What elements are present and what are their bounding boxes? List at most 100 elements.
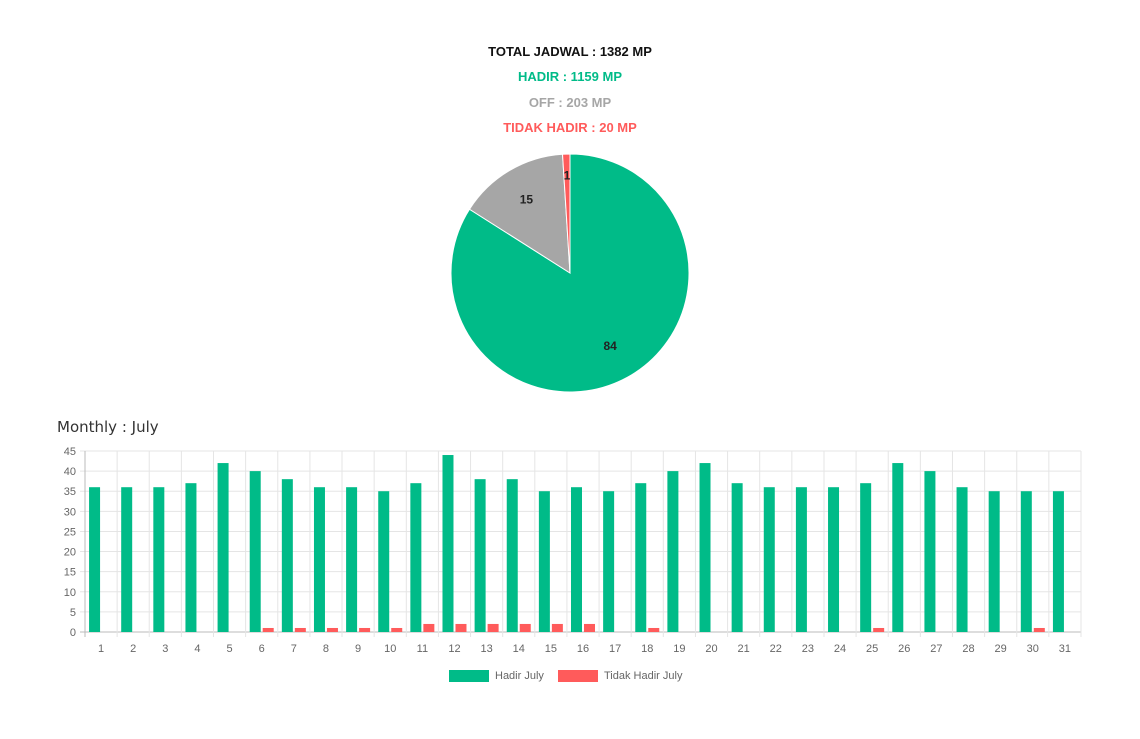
x-tick-label: 24 [834,643,846,655]
x-tick-label: 19 [673,643,685,655]
attendance-pie-chart: 84 15 1 [450,153,690,393]
bar-hadir[interactable] [795,487,807,632]
x-tick-label: 12 [448,643,460,655]
x-tick-label: 14 [513,643,525,655]
bar-hadir[interactable] [860,483,872,632]
bar-hadir[interactable] [538,491,550,632]
x-tick-label: 20 [705,643,717,655]
tidak-hadir-total-label: TIDAK HADIR : 20 MP [503,120,637,135]
pie-slice-tidak-hadir[interactable] [561,153,571,274]
x-tick-label: 18 [641,643,653,655]
bar-hadir[interactable] [956,487,968,632]
hadir-total-label: HADIR : 1159 MP [517,69,623,84]
x-tick-label: 30 [1027,643,1039,655]
x-tick-label: 5 [227,643,233,655]
x-tick-label: 8 [323,643,329,655]
y-tick-label: 15 [64,567,76,579]
bar-tidak-hadir[interactable] [1033,627,1045,632]
x-tick-label: 28 [962,643,974,655]
x-tick-label: 25 [866,643,878,655]
bar-hadir[interactable] [249,471,261,632]
x-tick-label: 13 [480,643,492,655]
bar-hadir[interactable] [988,491,1000,632]
off-total-label: OFF : 203 MP [528,95,612,110]
bar-hadir[interactable] [699,463,711,632]
bar-hadir[interactable] [313,487,325,632]
x-tick-label: 1 [98,643,104,655]
bar-hadir[interactable] [635,483,647,632]
x-tick-label: 9 [355,643,361,655]
bar-hadir[interactable] [924,471,936,632]
x-tick-label: 11 [417,643,428,655]
bar-hadir[interactable] [1052,491,1064,632]
legend-label-hadir: Hadir July [495,670,544,682]
x-tick-label: 21 [738,643,750,655]
bar-hadir[interactable] [1020,491,1032,632]
pie-slice-off[interactable] [468,153,571,274]
bar-tidak-hadir[interactable] [326,627,338,632]
x-tick-label: 4 [194,643,200,655]
bar-hadir[interactable] [281,479,293,632]
x-tick-label: 17 [609,643,621,655]
total-jadwal-label: TOTAL JADWAL : 1382 MP [488,44,652,59]
x-tick-label: 29 [995,643,1007,655]
bar-hadir[interactable] [378,491,390,632]
bar-hadir[interactable] [506,479,518,632]
bar-tidak-hadir[interactable] [551,623,563,632]
pie-slice-hadir-label: 84 [603,339,617,353]
legend-swatch-tidak-hadir [558,670,598,682]
y-tick-label: 25 [64,526,76,538]
y-tick-label: 0 [70,627,76,639]
x-tick-label: 31 [1059,643,1071,655]
x-tick-label: 15 [545,643,557,655]
bar-hadir[interactable] [410,483,422,632]
bar-hadir[interactable] [892,463,904,632]
x-tick-label: 26 [898,643,910,655]
x-tick-label: 22 [770,643,782,655]
pie-slice-off-label: 15 [520,192,534,206]
x-tick-label: 3 [162,643,168,655]
bar-hadir[interactable] [185,483,197,632]
bar-hadir[interactable] [731,483,743,632]
y-tick-label: 35 [64,486,76,498]
bar-hadir[interactable] [153,487,165,632]
bar-hadir[interactable] [474,479,486,632]
bar-tidak-hadir[interactable] [294,627,306,632]
bar-tidak-hadir[interactable] [873,627,885,632]
legend-item-tidak-hadir[interactable]: Tidak Hadir July [558,670,682,682]
y-tick-label: 10 [64,587,76,599]
bar-tidak-hadir[interactable] [455,623,467,632]
bar-hadir[interactable] [121,487,133,632]
bar-tidak-hadir[interactable] [391,627,403,632]
legend-swatch-hadir [449,670,489,682]
bar-hadir[interactable] [442,455,454,632]
x-tick-label: 27 [930,643,942,655]
bar-tidak-hadir[interactable] [262,627,274,632]
monthly-chart-title: Monthly : July [57,418,159,436]
bar-hadir[interactable] [346,487,358,632]
bar-tidak-hadir[interactable] [584,623,595,632]
x-tick-label: 16 [577,643,589,655]
bar-tidak-hadir[interactable] [359,627,371,632]
bar-hadir[interactable] [828,487,840,632]
bar-hadir[interactable] [603,491,615,632]
legend-item-hadir[interactable]: Hadir July [449,670,544,682]
y-tick-label: 5 [70,607,76,619]
bar-tidak-hadir[interactable] [423,623,435,632]
bar-tidak-hadir[interactable] [648,627,660,632]
bar-tidak-hadir[interactable] [487,623,499,632]
bar-hadir[interactable] [667,471,679,632]
bar-hadir[interactable] [89,487,101,632]
pie-slice-tidak-hadir-label: 1 [564,168,571,182]
x-tick-label: 10 [384,643,396,655]
bar-hadir[interactable] [763,487,775,632]
y-tick-label: 40 [64,466,76,478]
x-tick-label: 23 [802,643,814,655]
bar-tidak-hadir[interactable] [519,623,531,632]
bar-hadir[interactable] [571,487,582,632]
x-tick-label: 2 [130,643,136,655]
bar-hadir[interactable] [217,463,229,632]
x-tick-label: 6 [259,643,265,655]
y-tick-label: 20 [64,547,76,559]
